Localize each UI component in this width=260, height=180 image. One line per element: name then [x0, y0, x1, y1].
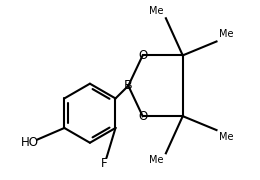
Text: O: O: [138, 49, 147, 62]
Text: HO: HO: [21, 136, 39, 149]
Text: Me: Me: [219, 132, 233, 142]
Text: Me: Me: [149, 155, 164, 165]
Text: O: O: [138, 110, 147, 123]
Text: Me: Me: [219, 29, 233, 39]
Text: F: F: [101, 157, 108, 170]
Text: Me: Me: [149, 6, 164, 16]
Text: B: B: [124, 79, 133, 92]
